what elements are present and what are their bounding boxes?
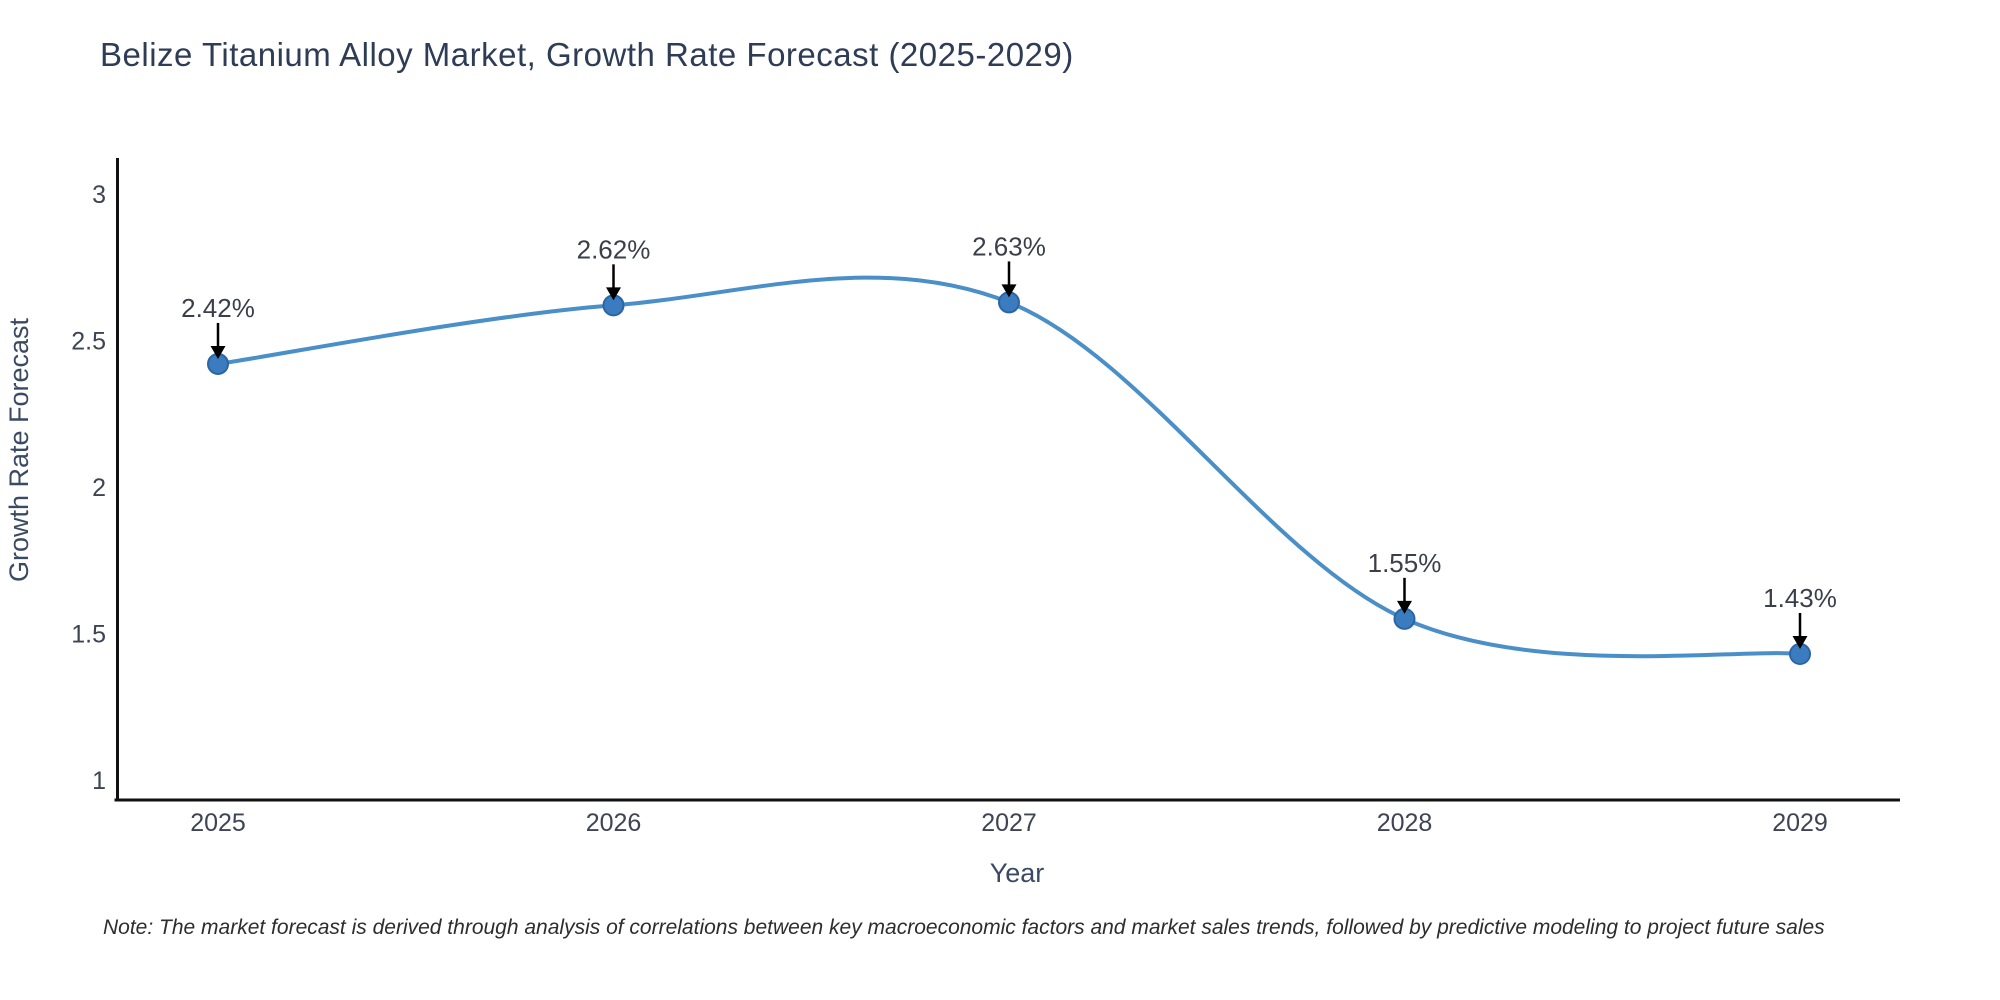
- y-tick-label: 2.5: [71, 328, 106, 356]
- data-points: [207, 291, 1811, 666]
- annotation-arrow-head: [606, 287, 621, 301]
- chart-title: Belize Titanium Alloy Market, Growth Rat…: [100, 36, 1074, 73]
- y-axis-tick-labels: 1 1.5 2 2.5 3: [71, 181, 106, 795]
- forecast-curve: [216, 275, 1802, 659]
- point-annotations: 2.42% 2.62% 2.63% 1.55% 1.43%: [181, 231, 1837, 650]
- point-value-label: 2.63%: [972, 231, 1046, 261]
- y-tick-label: 3: [92, 181, 106, 209]
- x-tick-label: 2027: [981, 809, 1037, 837]
- point-value-label: 1.55%: [1368, 548, 1442, 578]
- x-tick-label: 2026: [586, 809, 642, 837]
- y-axis-title: Growth Rate Forecast: [4, 317, 34, 582]
- point-value-label: 2.62%: [577, 234, 651, 264]
- y-tick-label: 1.5: [71, 621, 106, 649]
- footnote: Note: The market forecast is derived thr…: [103, 916, 1825, 939]
- y-tick-label: 1: [92, 767, 106, 795]
- annotation-arrow-head: [1792, 636, 1808, 650]
- y-tick-label: 2: [92, 474, 106, 502]
- annotation-arrow-head: [210, 345, 226, 359]
- point-value-label: 2.42%: [181, 293, 255, 323]
- x-tick-label: 2029: [1772, 809, 1828, 837]
- x-tick-label: 2025: [190, 809, 246, 837]
- point-value-label: 1.43%: [1763, 583, 1837, 613]
- x-tick-label: 2028: [1377, 809, 1433, 837]
- x-axis-tick-labels: 2025 2026 2027 2028 2029: [190, 809, 1828, 837]
- annotation-arrow-head: [1397, 600, 1412, 614]
- forecast-line: [216, 275, 1802, 659]
- annotation-arrow-head: [1001, 284, 1017, 298]
- x-axis-title: Year: [990, 858, 1045, 888]
